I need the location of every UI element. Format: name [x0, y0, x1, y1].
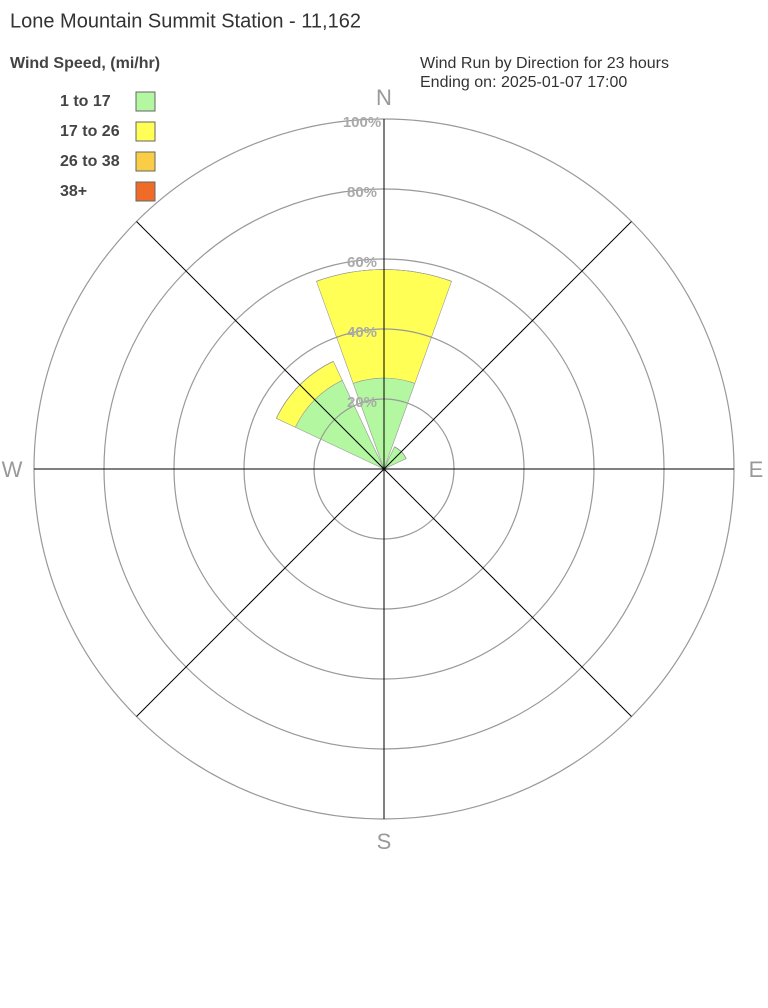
compass-label: N	[376, 85, 392, 110]
r-tick-label: 20%	[347, 394, 377, 411]
legend-label: 38+	[60, 183, 87, 200]
legend-title: Wind Speed, (mi/hr)	[10, 55, 160, 72]
subtitle: Wind Run by Direction for 23 hours	[420, 55, 669, 72]
subtitle: Ending on: 2025-01-07 17:00	[420, 74, 627, 91]
wind-wedge	[276, 361, 334, 419]
compass-label: S	[377, 829, 392, 854]
legend-swatch	[135, 91, 156, 112]
legend-swatch	[135, 121, 156, 142]
spoke	[136, 221, 385, 470]
legend-swatch	[135, 181, 156, 202]
legend-swatch	[135, 151, 156, 172]
chart-title: Lone Mountain Summit Station - 11,162	[10, 10, 361, 32]
r-tick-label: 100%	[343, 114, 381, 131]
r-tick-label: 60%	[347, 254, 377, 271]
legend-label: 17 to 26	[60, 123, 120, 140]
legend-label: 1 to 17	[60, 93, 111, 110]
compass-label: W	[2, 457, 23, 482]
r-tick-label: 40%	[347, 324, 377, 341]
spoke	[383, 221, 632, 470]
r-tick-label: 80%	[347, 184, 377, 201]
spoke	[383, 468, 632, 717]
wind-wedge	[316, 269, 452, 282]
legend-label: 26 to 38	[60, 153, 120, 170]
compass-label: E	[749, 457, 764, 482]
wind-wedge	[394, 446, 407, 459]
spoke	[136, 468, 385, 717]
